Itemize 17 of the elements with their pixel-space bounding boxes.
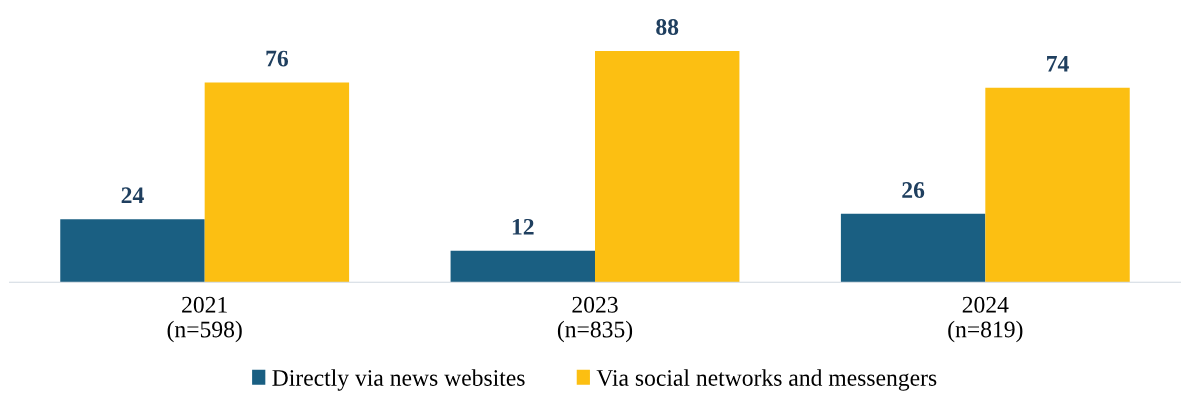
bar [595, 50, 740, 283]
x-tick-label: 2021 (n=598) [167, 296, 242, 343]
bar [204, 82, 350, 283]
data-label: 24 [121, 187, 144, 203]
data-label: 88 [656, 19, 679, 35]
x-tick-label: 2024 (n=819) [948, 296, 1023, 343]
data-label: 12 [512, 218, 534, 235]
data-label: 76 [266, 50, 288, 67]
data-label: 26 [902, 182, 925, 198]
legend-label: Via social networks and messengers [596, 369, 937, 391]
x-tick-label: 2023 (n=835) [557, 296, 633, 343]
bar [450, 250, 595, 283]
bar [840, 213, 986, 283]
legend-label: Directly via news websites [272, 369, 525, 391]
bar [985, 87, 1130, 283]
bar [60, 219, 205, 283]
data-label: 74 [1047, 56, 1069, 72]
